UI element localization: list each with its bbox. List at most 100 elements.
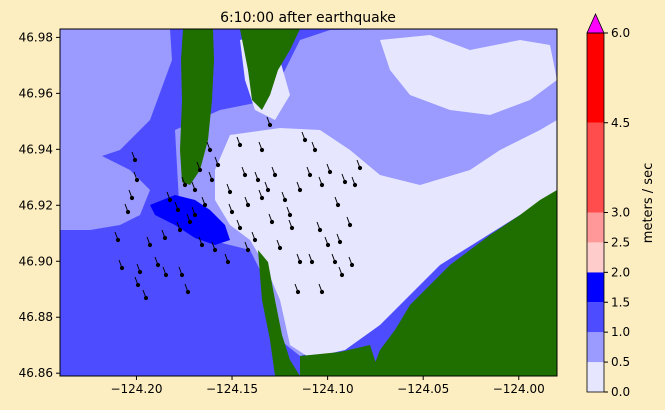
x-tick-label: −124.10: [302, 382, 354, 396]
velocity-arrow-head: [335, 202, 341, 208]
colorbar-tick-label: 6.0: [611, 26, 630, 40]
velocity-arrow-head: [215, 162, 221, 168]
colorbar-segment: [587, 302, 604, 333]
velocity-arrow-head: [177, 227, 183, 233]
colorbar-tick-label: 1.5: [611, 295, 630, 309]
velocity-arrow-head: [252, 237, 258, 243]
colorbar-tick-label: 2.5: [611, 235, 630, 249]
velocity-arrow-head: [267, 122, 273, 128]
velocity-arrow-head: [192, 212, 198, 218]
velocity-arrow-head: [182, 182, 188, 188]
north-shore-land: [240, 29, 300, 110]
velocity-arrow-head: [167, 197, 173, 203]
velocity-arrow-head: [347, 222, 353, 228]
velocity-arrow-head: [317, 227, 323, 233]
velocity-arrow-head: [307, 172, 313, 178]
velocity-arrow-head: [179, 272, 185, 278]
x-axis: −124.20 −124.15 −124.10 −124.05 −124.00: [110, 376, 545, 396]
colorbar-tick-label: 3.0: [611, 206, 630, 220]
x-tick-label: −124.15: [206, 382, 258, 396]
bay-light-water: [215, 120, 557, 358]
velocity-arrow-head: [192, 187, 198, 193]
velocity-arrow-head: [143, 295, 149, 301]
velocity-arrow-head: [289, 225, 295, 231]
velocity-arrow-head: [327, 169, 333, 175]
colorbar-segment: [587, 272, 604, 303]
colorbar-segment: [587, 362, 604, 392]
velocity-arrow-head: [332, 259, 338, 265]
x-tick-label: −124.20: [110, 382, 162, 396]
x-tick-label: −124.00: [493, 382, 545, 396]
velocity-arrow-head: [162, 235, 168, 241]
velocity-arrow-head: [259, 147, 265, 153]
velocity-arrow-head: [297, 187, 303, 193]
velocity-arrow-head: [265, 187, 271, 193]
colorbar-segment: [587, 122, 604, 213]
colorbar-extend-arrow: [586, 13, 605, 34]
velocity-arrow-head: [349, 262, 355, 268]
colorbar: 0.0 0.5 1.0 1.5 2.0 2.5 3.0 4.5 6.0: [586, 13, 630, 399]
velocity-arrow-head: [225, 259, 231, 265]
velocity-arrow-head: [259, 195, 265, 201]
velocity-arrow-head: [129, 195, 135, 201]
velocity-arrow-head: [125, 209, 131, 215]
east-hills-land: [370, 190, 557, 376]
velocity-arrow-head: [199, 242, 205, 248]
velocity-arrow-head: [132, 157, 138, 163]
north-spit-land: [180, 29, 214, 185]
colorbar-segment: [587, 212, 604, 243]
velocity-arrow-head: [302, 137, 308, 143]
colorbar-segment: [587, 33, 604, 123]
velocity-arrow-head: [187, 219, 193, 225]
velocity-arrow-head: [147, 242, 153, 248]
velocity-arrow-head: [197, 167, 203, 173]
plot-frame: [59, 28, 558, 377]
velocity-arrow-head: [135, 282, 141, 288]
velocity-arrow-head: [242, 172, 248, 178]
y-tick-label: 46.98: [19, 30, 53, 44]
velocity-arrow-head: [295, 289, 301, 295]
y-tick-label: 46.94: [19, 142, 53, 156]
velocity-arrow-head: [163, 272, 169, 278]
south-spit-land: [258, 250, 300, 376]
velocity-arrow-head: [339, 272, 345, 278]
colorbar-tick-label: 2.0: [611, 265, 630, 279]
colorbar-tick-label: 4.5: [611, 116, 630, 130]
velocity-arrow-head: [269, 219, 275, 225]
chart-title: 6:10:00 after earthquake: [220, 10, 396, 26]
velocity-arrow-head: [309, 259, 315, 265]
velocity-arrow-head: [297, 259, 303, 265]
velocity-arrow-head: [237, 225, 243, 231]
colorbar-tick-label: 1.0: [611, 325, 630, 339]
velocity-arrow-head: [245, 247, 251, 253]
y-tick-label: 46.96: [19, 86, 53, 100]
y-tick-label: 46.88: [19, 310, 53, 324]
y-tick-label: 46.90: [19, 254, 53, 268]
velocity-arrow-head: [319, 289, 325, 295]
northeast-light-water: [380, 35, 557, 115]
colorbar-segment: [587, 242, 604, 273]
velocity-arrow-head: [137, 269, 143, 275]
velocity-arrow-head: [212, 247, 218, 253]
southeast-shore-land: [300, 345, 380, 376]
y-tick-label: 46.92: [19, 198, 53, 212]
velocity-arrow-head: [319, 182, 325, 188]
velocity-arrow-head: [325, 242, 331, 248]
map-area: [60, 29, 557, 376]
velocity-arrow-head: [202, 202, 208, 208]
velocity-arrow-head: [175, 207, 181, 213]
velocity-arrows: [114, 116, 363, 301]
velocity-arrow-head: [209, 177, 215, 183]
velocity-arrow-head: [312, 147, 318, 153]
velocity-arrow-head: [282, 197, 288, 203]
y-tick-label: 46.86: [19, 366, 53, 380]
velocity-arrow-head: [115, 237, 121, 243]
velocity-arrow-head: [155, 262, 161, 268]
velocity-arrow-head: [185, 289, 191, 295]
velocity-arrow-head: [277, 245, 283, 251]
velocity-arrow-head: [337, 239, 343, 245]
velocity-arrow-head: [207, 147, 213, 153]
colorbar-segment: [587, 332, 604, 363]
y-axis: 46.86 46.88 46.90 46.92 46.94 46.96 46.98: [19, 30, 60, 380]
